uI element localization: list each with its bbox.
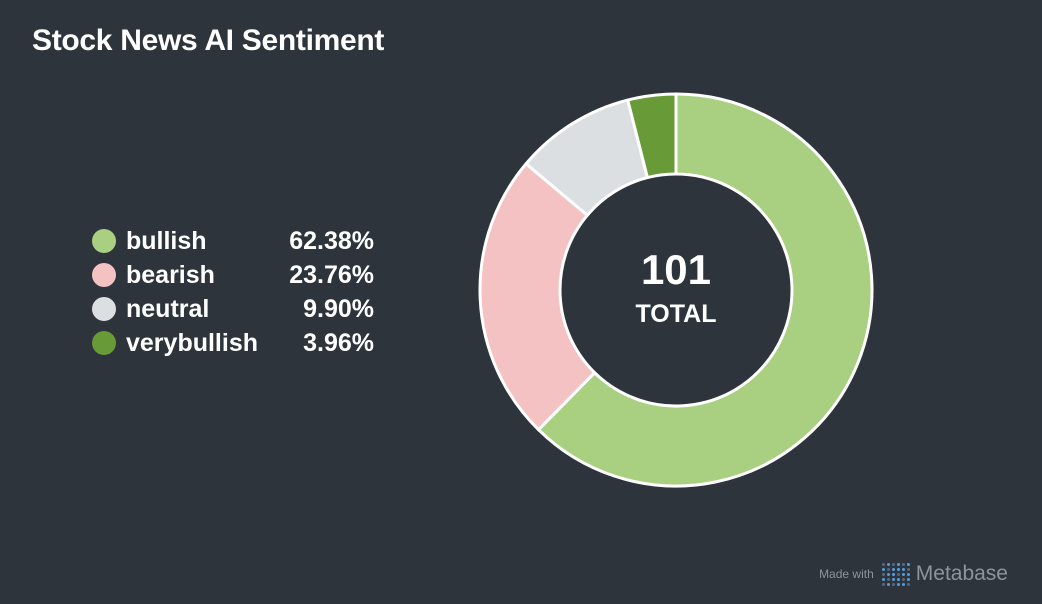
donut-chart: 101 TOTAL	[478, 92, 874, 488]
center-total-label: TOTAL	[635, 300, 717, 328]
legend-item-bullish[interactable]: bullish 62.38%	[92, 224, 382, 258]
metabase-logo-icon	[881, 562, 910, 586]
legend-percent: 3.96%	[303, 328, 374, 357]
center-total-value: 101	[640, 246, 712, 293]
legend-dot-bearish	[92, 263, 116, 287]
donut-slice-bullish[interactable]	[536, 92, 874, 488]
legend-label: bullish	[126, 226, 207, 255]
legend-item-verybullish[interactable]: verybullish 3.96%	[92, 326, 382, 360]
legend-percent: 23.76%	[289, 260, 374, 289]
chart-title: Stock News AI Sentiment	[32, 24, 385, 57]
made-with-text: Made with	[819, 567, 874, 581]
legend-percent: 62.38%	[289, 226, 374, 255]
legend-label: verybullish	[126, 328, 258, 357]
donut-slice-bearish[interactable]	[478, 162, 597, 432]
legend-item-neutral[interactable]: neutral 9.90%	[92, 292, 382, 326]
donut-slice-verybullish[interactable]	[626, 92, 678, 180]
metabase-brand[interactable]: Metabase	[915, 562, 1008, 585]
legend-label: bearish	[126, 260, 215, 289]
legend-percent: 9.90%	[303, 294, 374, 323]
legend-item-bearish[interactable]: bearish 23.76%	[92, 258, 382, 292]
footer: Made with Metabase	[819, 562, 1008, 586]
donut-svg	[478, 92, 874, 488]
legend-label: neutral	[126, 294, 210, 323]
legend-dot-neutral	[92, 297, 116, 321]
legend-dot-verybullish	[92, 331, 116, 355]
legend-dot-bullish	[92, 229, 116, 253]
legend: bullish 62.38% bearish 23.76% neutral 9.…	[92, 224, 382, 360]
